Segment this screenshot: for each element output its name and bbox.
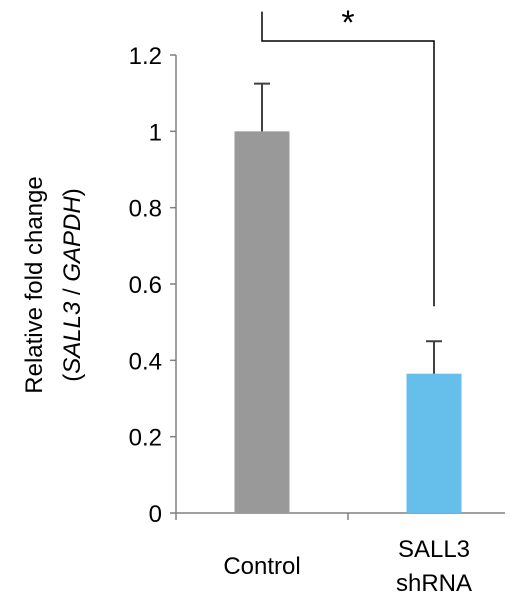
x-tick-label: SALL3 shRNA — [396, 536, 472, 597]
y-axis-title-line2: (SALL3 / GAPDH) — [59, 188, 86, 381]
significance-line — [261, 11, 435, 307]
y-tick-label: 0.2 — [129, 425, 162, 452]
axes: 0 0.2 0.4 0.6 0.8 1 1.2 Control SALL3 shRNA — [129, 43, 505, 597]
y-axis-title-line1: Relative fold change — [21, 176, 48, 393]
y-tick-label: 1 — [149, 119, 162, 146]
error-bars — [254, 82, 442, 374]
y-tick-label: 0.6 — [129, 272, 162, 299]
bars — [234, 131, 462, 514]
y-axis-title: Relative fold change (SALL3 / GAPDH) — [21, 176, 86, 393]
bar — [406, 373, 462, 513]
significance-star: * — [341, 4, 354, 42]
bar — [234, 131, 290, 514]
x-tick-label: Control — [223, 553, 300, 580]
significance-bracket: * — [261, 4, 435, 307]
y-tick-label: 0 — [149, 501, 162, 528]
y-tick-label: 0.8 — [129, 196, 162, 223]
y-tick-label: 1.2 — [129, 43, 162, 70]
y-tick-label: 0.4 — [129, 348, 162, 375]
